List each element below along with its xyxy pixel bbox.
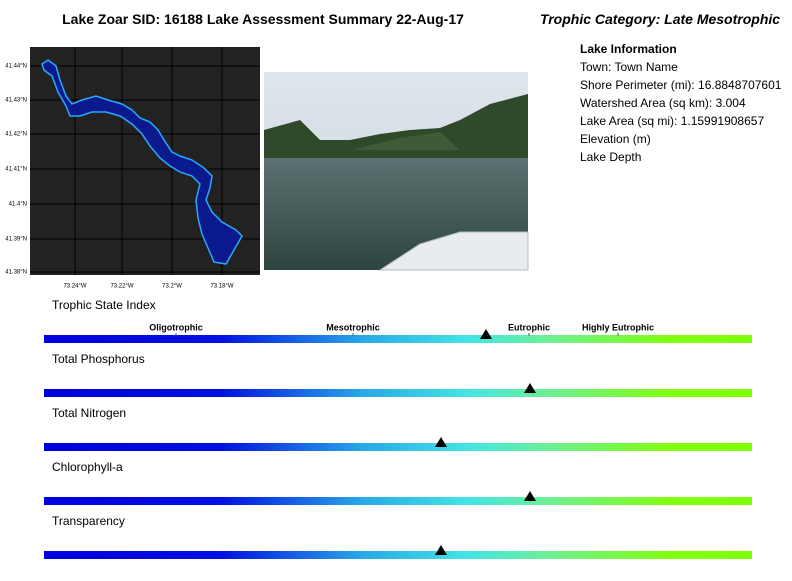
indicator-marker [524, 491, 536, 501]
indicator-marker [435, 437, 447, 447]
lat-tick-label: 41.39°N [5, 237, 27, 243]
indicator-marker [480, 329, 492, 339]
indicator-marker [435, 545, 447, 555]
lat-tick-label: 41.44°N [5, 64, 27, 70]
trophic-bar [44, 389, 752, 397]
lake-info-line: Shore Perimeter (mi): 16.8848707601 [580, 78, 782, 92]
title: Lake Zoar SID: 16188 Lake Assessment Sum… [62, 11, 464, 27]
trophic-bar [44, 335, 752, 343]
lon-tick-label: 73.2°W [162, 284, 182, 290]
trophic-bar [44, 443, 752, 451]
lat-tick-label: 41.4°N [9, 202, 27, 208]
lake-info-heading: Lake Information [580, 42, 677, 56]
indicator-marker [524, 383, 536, 393]
lake-info-line: Lake Depth [580, 150, 641, 164]
lat-tick-label: 41.41°N [5, 167, 27, 173]
lake-info-line: Elevation (m) [580, 132, 651, 146]
lake-photo [264, 72, 529, 271]
lake-shape [41, 59, 243, 265]
trophic-class-label: Oligotrophic [149, 322, 203, 332]
indicator-label: Transparency [52, 514, 125, 528]
trophic-bar [44, 551, 752, 559]
lon-tick-label: 73.24°W [63, 284, 86, 290]
trophic-bar [44, 497, 752, 505]
lat-tick-label: 41.38°N [5, 270, 27, 276]
lake-map: 41.44°N 41.43°N 41.42°N 41.41°N 41.4°N 41.39°… [5, 47, 260, 290]
indicator-label: Trophic State Index [52, 298, 156, 312]
trophic-class-label: Mesotrophic [326, 322, 380, 332]
indicator-label: Total Phosphorus [52, 352, 145, 366]
lake-info-line: Town: Town Name [580, 60, 678, 74]
trophic-class-label: Eutrophic [508, 322, 550, 332]
lake-info-line: Watershed Area (sq km): 3.004 [580, 96, 746, 110]
lat-tick-label: 41.42°N [5, 132, 27, 138]
indicator-label: Chlorophyll-a [52, 460, 123, 474]
trophic-category: Trophic Category: Late Mesotrophic [540, 11, 780, 27]
lon-tick-label: 73.22°W [110, 284, 133, 290]
lon-tick-label: 73.18°W [210, 284, 233, 290]
trophic-class-label: Highly Eutrophic [582, 322, 654, 332]
lat-tick-label: 41.43°N [5, 98, 27, 104]
indicator-label: Total Nitrogen [52, 406, 126, 420]
lake-info-line: Lake Area (sq mi): 1.15991908657 [580, 114, 764, 128]
